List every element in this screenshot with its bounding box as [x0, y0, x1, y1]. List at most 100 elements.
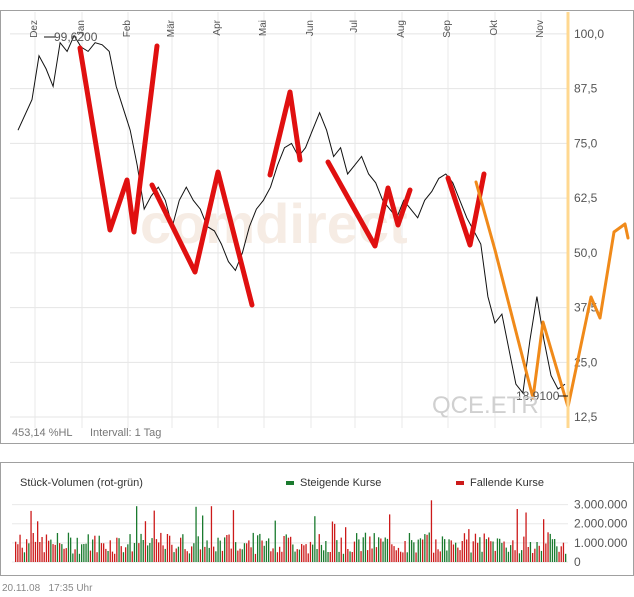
volume-bar — [41, 537, 43, 562]
volume-bar — [26, 539, 28, 562]
volume-bar — [331, 521, 334, 562]
volume-bar — [428, 532, 430, 562]
volume-bar — [391, 544, 393, 562]
volume-bar — [523, 536, 525, 562]
volume-bar — [237, 550, 239, 562]
volume-bar — [305, 544, 307, 562]
volume-bar — [400, 551, 402, 562]
month-label: Jan — [76, 20, 87, 36]
volume-bar — [114, 553, 116, 562]
volume-bar — [78, 553, 81, 562]
volume-y-tick-label: 1.000.000 — [574, 536, 628, 550]
volume-bar — [248, 540, 250, 562]
month-label: Okt — [489, 20, 500, 36]
volume-bar — [312, 544, 314, 562]
volume-bar — [323, 550, 325, 562]
volume-bar — [208, 547, 210, 562]
volume-bar — [411, 540, 413, 562]
volume-bar — [499, 538, 501, 562]
volume-bar — [505, 547, 507, 562]
volume-bar — [329, 552, 331, 562]
volume-bar — [107, 551, 109, 562]
volume-bar — [369, 536, 371, 562]
volume-bar — [162, 545, 164, 562]
volume-bar — [336, 540, 338, 562]
volume-bar — [380, 538, 382, 562]
volume-bar — [455, 542, 457, 562]
volume-bar — [259, 533, 261, 562]
volume-bar — [338, 551, 340, 562]
volume-bar — [283, 536, 285, 562]
volume-bar — [402, 552, 404, 562]
volume-bar — [532, 553, 534, 562]
volume-bar — [525, 512, 527, 562]
volume-bar — [191, 546, 193, 562]
volume-bar — [496, 538, 499, 562]
volume-bar — [30, 510, 32, 562]
volume-bar — [76, 537, 78, 562]
volume-bar — [43, 552, 45, 562]
volume-bar — [149, 543, 151, 562]
volume-bar — [261, 540, 263, 562]
volume-bar — [120, 546, 122, 562]
volume-bar — [378, 537, 380, 562]
volume-bar — [415, 552, 417, 562]
volume-bar — [393, 546, 395, 562]
legend-down-swatch — [456, 481, 464, 485]
volume-bar — [217, 537, 219, 562]
volume-bar — [485, 539, 488, 562]
volume-bar — [413, 542, 415, 562]
volume-bar — [430, 500, 433, 562]
volume-bar — [441, 536, 444, 562]
volume-bar — [521, 550, 523, 562]
volume-bar — [345, 527, 347, 562]
volume-bar — [63, 548, 65, 562]
volume-bar — [175, 548, 177, 562]
volume-bar — [210, 506, 213, 562]
volume-bar — [419, 538, 422, 562]
interval-stat: Intervall: 1 Tag — [90, 427, 161, 439]
volume-bar — [34, 541, 37, 562]
volume-bar — [444, 539, 446, 562]
volume-bar — [474, 533, 477, 562]
volume-bar — [39, 542, 41, 562]
volume-bar — [298, 549, 301, 562]
volume-bar — [404, 541, 406, 562]
volume-bar — [353, 541, 356, 562]
volume-bar — [72, 553, 74, 562]
volume-bar — [512, 540, 514, 562]
legend-up-label: Steigende Kurse — [300, 477, 381, 489]
volume-y-tick-label: 3.000.000 — [574, 498, 628, 512]
volume-bar — [257, 535, 259, 562]
volume-bar — [435, 539, 437, 562]
volume-bar — [193, 543, 195, 562]
volume-bar — [23, 552, 26, 562]
volume-bar — [459, 550, 461, 562]
volume-bar — [360, 551, 362, 562]
volume-bar — [461, 541, 463, 562]
volume-bar — [166, 534, 169, 562]
volume-bar — [316, 549, 318, 562]
footer-timestamp: 20.11.08 17:35 Uhr — [2, 583, 92, 594]
volume-bars — [15, 500, 567, 562]
volume-bar — [287, 537, 290, 562]
volume-bar — [375, 547, 378, 562]
volume-bar — [349, 551, 351, 562]
volume-bar — [547, 532, 549, 562]
y-tick-label: 75,0 — [574, 136, 598, 150]
volume-bar — [151, 538, 153, 562]
volume-bar — [246, 543, 248, 562]
volume-bar — [127, 544, 129, 562]
volume-bar — [510, 545, 512, 562]
volume-bar — [158, 542, 160, 562]
volume-bar — [285, 534, 287, 562]
volume-bar — [98, 535, 100, 562]
volume-bar — [215, 551, 217, 562]
volume-bar — [56, 533, 59, 562]
volume-bar — [32, 533, 34, 562]
y-tick-label: 100,0 — [574, 27, 604, 41]
volume-bar — [364, 532, 367, 562]
y-tick-label: 50,0 — [574, 246, 598, 260]
volume-bar — [61, 544, 63, 562]
volume-bar — [54, 544, 56, 562]
